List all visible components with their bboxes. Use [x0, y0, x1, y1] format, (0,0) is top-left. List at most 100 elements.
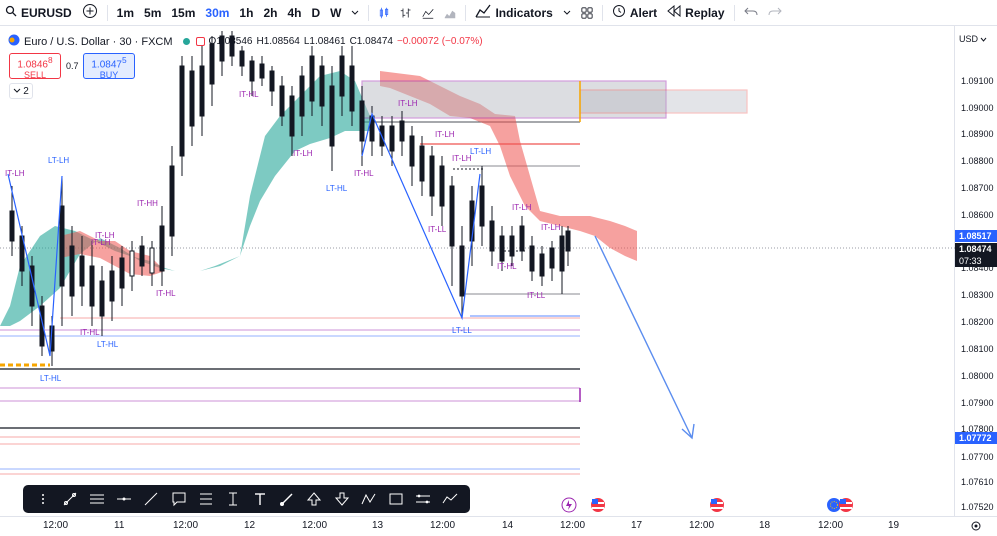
- currency-label: USD: [959, 34, 979, 44]
- timeframe-dropdown-icon[interactable]: [346, 0, 364, 26]
- price-label: 1.08900: [961, 129, 994, 139]
- chart-svg: IT-LH LT-LH IT-HH IT-HL IT-HL LT-HL LT-H…: [0, 31, 955, 513]
- legend-close: C1.08474: [349, 36, 393, 47]
- chart-legend: Euro / U.S. Dollar · 30 · FXCM O1.08546 …: [8, 34, 483, 49]
- us-flag-icon: [710, 498, 724, 512]
- price-label: 1.09000: [961, 103, 994, 113]
- parallel-channel-icon[interactable]: [413, 489, 433, 509]
- sell-button[interactable]: 1.08468 SELL: [9, 53, 61, 81]
- collapse-indicators-button[interactable]: 2: [9, 83, 33, 99]
- settings-icon[interactable]: [195, 37, 205, 46]
- timeframe-4h[interactable]: 4h: [287, 5, 302, 20]
- alert-button[interactable]: Alert: [607, 0, 662, 26]
- annotation-label: IT-LH: [452, 154, 472, 163]
- projection-arrowhead: [681, 423, 695, 440]
- ray-icon[interactable]: [141, 489, 161, 509]
- timeframe-D[interactable]: D: [311, 5, 321, 20]
- timeframe-15m[interactable]: 15m: [171, 5, 196, 20]
- time-label: 17: [631, 520, 643, 531]
- time-label: 12:00: [430, 520, 456, 531]
- market-status-icon: [182, 38, 190, 45]
- time-label: 19: [888, 520, 900, 531]
- annotation-label: IT-HL: [497, 262, 517, 271]
- price-axis[interactable]: USD 1.09100 1.09000 1.08900 1.08800 1.08…: [955, 26, 997, 516]
- candles-icon[interactable]: [373, 2, 395, 24]
- bars-icon[interactable]: [395, 2, 417, 24]
- price-label: 1.08000: [961, 371, 994, 381]
- buy-label: BUY: [99, 70, 119, 81]
- legend-change: −0.00072 (−0.07%): [396, 36, 483, 47]
- timeframe-5m[interactable]: 5m: [144, 5, 162, 20]
- chart-canvas[interactable]: IT-LH LT-LH IT-HH IT-HL IT-HL LT-HL LT-H…: [0, 26, 955, 516]
- annotation-label: IT-HL: [80, 328, 100, 337]
- horizontal-lines-icon[interactable]: [87, 489, 107, 509]
- indicators-dropdown-icon[interactable]: [558, 0, 576, 26]
- symbol-logo-icon: [8, 34, 20, 49]
- price-label: 1.07700: [961, 452, 994, 462]
- price-label: 1.08600: [961, 210, 994, 220]
- add-symbol-button[interactable]: [77, 0, 103, 26]
- us-flag-icon: [839, 498, 853, 512]
- supply-zone-red: [579, 89, 748, 114]
- annotation-label: IT-LH: [293, 149, 313, 158]
- redo-button[interactable]: [763, 0, 787, 26]
- replay-button[interactable]: Replay: [662, 0, 729, 26]
- price-tag-target: 1.07772: [955, 432, 997, 444]
- line-type-icon[interactable]: [439, 2, 461, 24]
- trend-line-icon[interactable]: [60, 489, 80, 509]
- indicators-icon: [475, 4, 491, 21]
- supply-zone-purple: [361, 80, 667, 119]
- sell-price-sup: 8: [47, 55, 53, 65]
- buy-price: 1.0847: [91, 59, 122, 71]
- time-label: 12:00: [173, 520, 199, 531]
- price-label: 1.08400: [961, 263, 994, 273]
- zigzag-line: [361, 112, 481, 321]
- path-icon[interactable]: [440, 489, 460, 509]
- annotation-label: IT-HL: [354, 169, 374, 178]
- area-icon[interactable]: [417, 2, 439, 24]
- indicators-button[interactable]: Indicators: [470, 0, 557, 26]
- annotation-label: LT-HL: [97, 340, 119, 349]
- abcd-pattern-icon[interactable]: [359, 489, 379, 509]
- annotation-label: IT-LL: [527, 291, 546, 300]
- price-label: 1.08700: [961, 183, 994, 193]
- time-label: 12:00: [560, 520, 586, 531]
- timeframe-1h[interactable]: 1h: [239, 5, 254, 20]
- timeframe-2h[interactable]: 2h: [263, 5, 278, 20]
- legend-title: Euro / U.S. Dollar · 30 · FXCM: [24, 35, 173, 48]
- arrow-down-icon[interactable]: [332, 489, 352, 509]
- symbol-search[interactable]: EURUSD: [0, 0, 77, 26]
- timeframe-1m[interactable]: 1m: [116, 5, 135, 20]
- currency-selector[interactable]: USD: [959, 34, 987, 44]
- buy-button[interactable]: 1.08475 BUY: [83, 53, 135, 81]
- date-range-icon[interactable]: [196, 489, 216, 509]
- divider: [601, 4, 603, 21]
- timeframe-30m[interactable]: 30m: [205, 5, 230, 20]
- horizontal-line-icon[interactable]: [114, 489, 134, 509]
- price-label: 1.08100: [961, 344, 994, 354]
- sell-label: SELL: [23, 70, 47, 81]
- drag-handle-icon[interactable]: [33, 489, 53, 509]
- time-label: 12:00: [43, 520, 69, 531]
- price-range-icon[interactable]: [223, 489, 243, 509]
- bearish-cloud: [60, 231, 165, 276]
- replay-icon: [667, 4, 681, 20]
- projection-arrow: [594, 235, 693, 439]
- text-icon[interactable]: [250, 489, 270, 509]
- rectangle-icon[interactable]: [386, 489, 406, 509]
- event-flag-icon: [561, 497, 577, 513]
- brush-icon[interactable]: [277, 489, 297, 509]
- undo-button[interactable]: [739, 0, 763, 26]
- price-label: 1.08800: [961, 156, 994, 166]
- annotation-label: LT-LL: [452, 326, 472, 335]
- search-icon: [5, 5, 17, 20]
- time-axis[interactable]: 12:00 11 12:00 12 12:00 13 12:00 14 12:0…: [0, 516, 997, 536]
- arrow-up-icon[interactable]: [304, 489, 324, 509]
- timeframe-W[interactable]: W: [330, 5, 342, 20]
- time-label: 12: [244, 520, 256, 531]
- layout-icon[interactable]: [576, 2, 598, 24]
- callout-icon[interactable]: [169, 489, 189, 509]
- axis-settings-icon[interactable]: [970, 520, 982, 535]
- divider: [465, 4, 467, 21]
- annotation-label: LT-LH: [470, 147, 491, 156]
